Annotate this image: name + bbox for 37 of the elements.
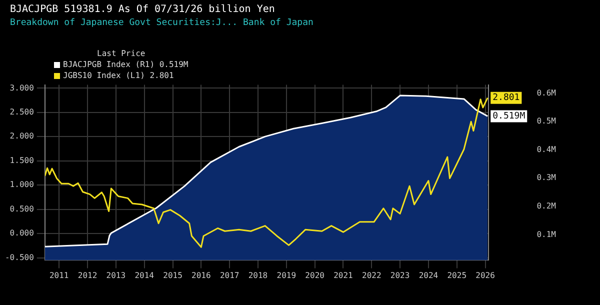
x-tick-label: 2022 (362, 271, 382, 280)
x-tick-label: 2023 (390, 271, 410, 280)
chart-subtitle: Breakdown of Japanese Govt Securities:J... Bank of Japan (10, 18, 314, 28)
x-tick-label: 2012 (78, 271, 98, 280)
y-tick-label: 1.500 (10, 156, 34, 165)
x-tick-label: 2011 (49, 271, 69, 280)
x-tick-label: 2015 (163, 271, 183, 280)
y-tick-label: 0.000 (10, 228, 34, 238)
legend-label: JGBS10 Index (L1) 2.801 (63, 70, 174, 81)
x-tick-label: 2017 (220, 271, 240, 280)
x-tick-label: 2025 (447, 271, 467, 280)
x-tick-label: 2021 (334, 271, 354, 280)
y2-tick-label: 0.6M (536, 88, 556, 98)
data-label: 2.801 (492, 93, 520, 104)
y2-tick-label: 0.1M (536, 230, 556, 239)
x-tick-label: 2019 (276, 271, 296, 280)
chart-title: BJACJPGB 519381.9 As Of 07/31/26 billion Yen (10, 4, 276, 15)
x-tick-label: 2016 (192, 271, 211, 280)
y-tick-label: 2.500 (10, 107, 34, 116)
x-tick-label: 2024 (418, 271, 438, 280)
legend-title: Last Price (96, 48, 146, 59)
x-tick-label: 2018 (248, 271, 268, 280)
data-label: 0.519M (492, 112, 526, 122)
x-tick-label: 2013 (106, 271, 126, 280)
x-tick-label: 2020 (305, 271, 325, 280)
x-tick-label: 2026 (476, 271, 496, 280)
y2-tick-label: 0.5M (536, 116, 556, 126)
y2-tick-label: 0.2M (536, 202, 556, 211)
y-tick-label: 3.000 (10, 83, 34, 92)
y2-tick-label: 0.3M (536, 173, 556, 182)
y2-tick-label: 0.4M (536, 144, 556, 154)
y-tick-label: -0.500 (4, 252, 34, 262)
y-tick-label: 2.000 (10, 132, 34, 141)
legend-label: BJACJPGB Index (R1) 0.519M (63, 59, 188, 70)
x-tick-label: 2014 (134, 271, 154, 280)
y-tick-label: 0.500 (10, 204, 34, 214)
y-tick-label: 1.000 (10, 180, 34, 190)
